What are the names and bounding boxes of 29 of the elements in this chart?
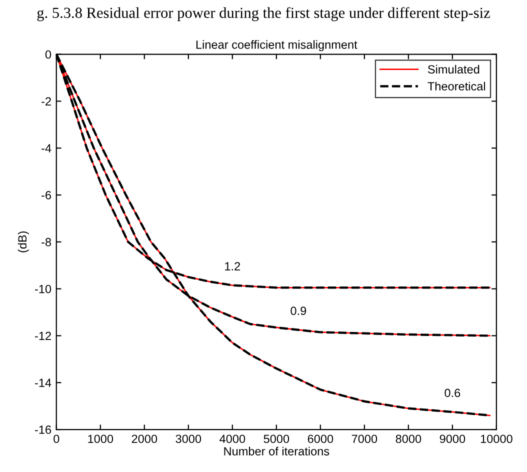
y-axis-title: (dB): [18, 231, 29, 252]
legend-label: Simulated: [428, 64, 480, 74]
y-tick-label: -10: [34, 284, 52, 294]
x-tick-label: 8000: [396, 434, 422, 444]
x-tick-label: 7000: [352, 434, 378, 444]
x-tick-label: 6000: [308, 434, 334, 444]
x-axis-title: Number of iterations: [224, 446, 330, 456]
x-tick-label: 10000: [480, 434, 512, 444]
x-tick-label: 3000: [176, 434, 202, 444]
x-tick-label: 0: [54, 434, 60, 444]
y-tick-label: -12: [34, 332, 51, 340]
annotation: 0.9: [290, 306, 306, 316]
y-tick-label: -14: [34, 378, 52, 387]
y-tick-label: -4: [42, 144, 52, 152]
x-tick-label: 9000: [440, 434, 466, 444]
y-tick-label: -8: [42, 238, 52, 246]
annotation: 1.2: [225, 262, 240, 270]
annotation: 0.6: [444, 388, 460, 398]
x-tick-label: 4000: [220, 434, 246, 444]
x-tick-label: 5000: [264, 434, 290, 444]
y-tick-label: -2: [42, 97, 51, 106]
y-tick-label: -16: [34, 426, 52, 434]
text: g. 5.3.8 Residual error power during the first stage under different step-siz: [37, 7, 490, 22]
x-tick-label: 2000: [132, 434, 158, 444]
legend-label: Theoretical: [428, 82, 486, 90]
x-tick-label: 1000: [88, 434, 114, 444]
chart-title: Linear coefficient misalignment: [196, 40, 358, 52]
y-tick-label: -6: [42, 191, 52, 200]
y-tick-label: 0: [45, 50, 52, 59]
